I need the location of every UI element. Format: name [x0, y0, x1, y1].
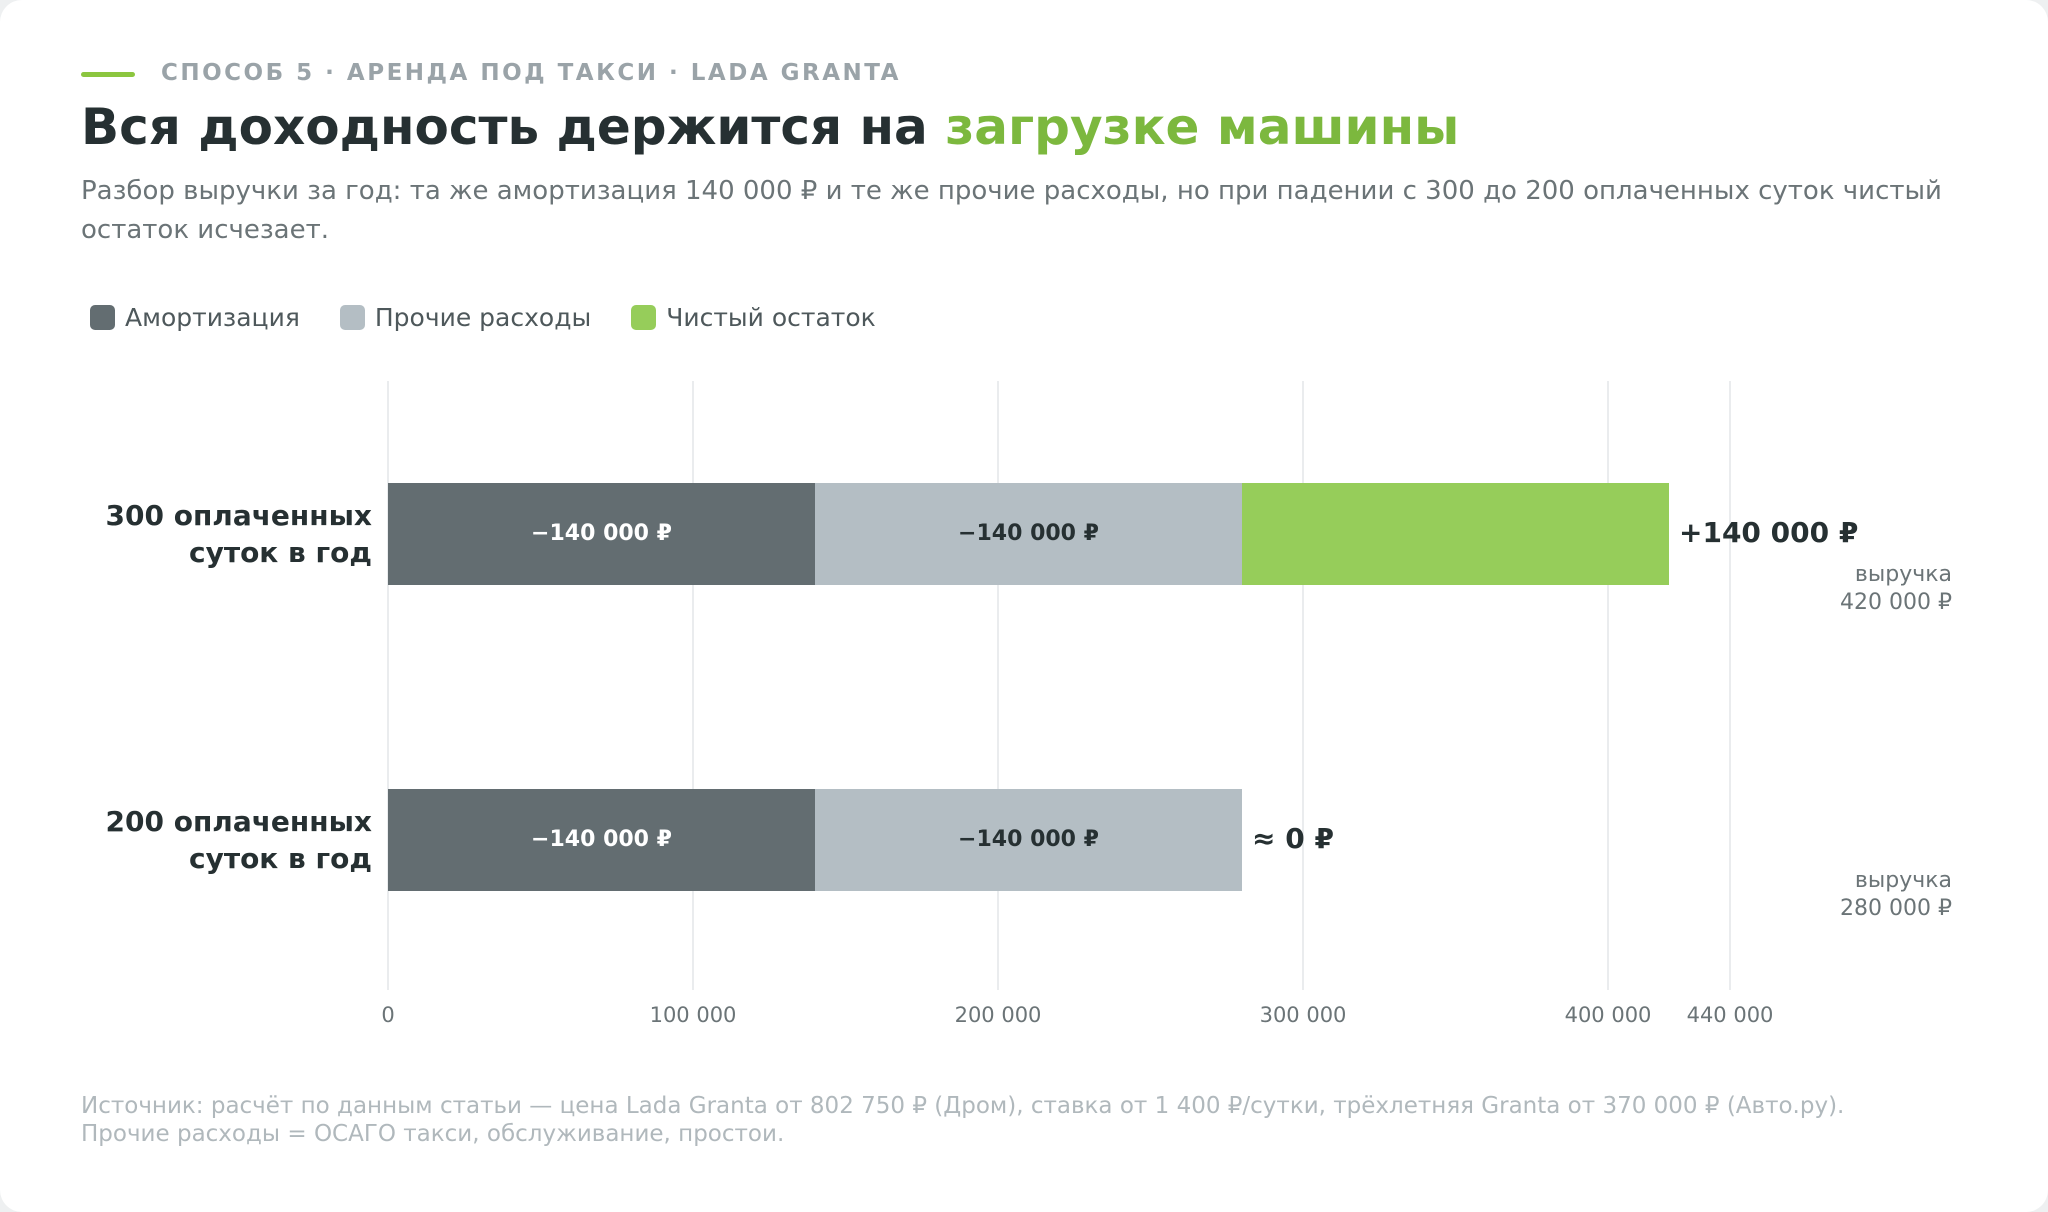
source: Источник: расчёт по данным статьи — цена…: [81, 1092, 1981, 1148]
revenue-label: выручка: [1855, 562, 1952, 587]
segment-label: −140 000 ₽: [531, 521, 672, 546]
legend-label: Чистый остаток: [666, 303, 876, 332]
x-tick-label: 300 000: [1260, 1003, 1347, 1027]
legend-item: Прочие расходы: [339, 303, 592, 332]
legend-item: Чистый остаток: [631, 303, 876, 332]
legend: Амортизация Прочие расходы Чистый остаток: [90, 303, 876, 332]
bar-segment: [815, 789, 1242, 891]
net-label: ≈ 0 ₽: [1252, 822, 1334, 855]
legend-swatch: [339, 305, 365, 330]
legend-swatch: [631, 305, 657, 330]
source-line: Источник: расчёт по данным статьи — цена…: [81, 1093, 1845, 1119]
source-line: Прочие расходы = ОСАГО такси, обслуживан…: [81, 1121, 785, 1147]
revenue-label: выручка: [1855, 868, 1952, 893]
legend-label: Амортизация: [125, 303, 300, 332]
x-tick-label: 440 000: [1687, 1003, 1774, 1027]
segment-label: −140 000 ₽: [531, 827, 672, 852]
bar-segment: [1242, 483, 1669, 585]
subtitle: Разбор выручки за год: та же амортизация…: [81, 176, 1942, 245]
bar-segment: [388, 789, 815, 891]
title-highlight: загрузке машины: [945, 98, 1460, 156]
x-tick-label: 200 000: [955, 1003, 1042, 1027]
x-tick-label: 400 000: [1565, 1003, 1652, 1027]
bar-segment: [815, 483, 1242, 585]
revenue-value: 420 000 ₽: [1840, 590, 1952, 615]
kicker: СПОСОБ 5 · АРЕНДА ПОД ТАКСИ · LADA GRANT…: [161, 60, 901, 86]
kicker-line: [81, 72, 135, 77]
x-tick-label: 0: [381, 1003, 394, 1027]
net-label: +140 000 ₽: [1679, 516, 1858, 549]
legend-label: Прочие расходы: [374, 303, 592, 332]
category-label: 300 оплаченных суток в год: [105, 499, 372, 569]
revenue-value: 280 000 ₽: [1840, 896, 1952, 921]
bar-segment: [388, 483, 815, 585]
category-label: 200 оплаченных суток в год: [105, 805, 372, 875]
legend-swatch: [90, 305, 115, 330]
segment-label: −140 000 ₽: [958, 827, 1099, 852]
segment-label: −140 000 ₽: [958, 521, 1099, 546]
title-text: Вся доходность держится на: [81, 98, 928, 156]
legend-item: Амортизация: [90, 303, 300, 332]
chart-title: Вся доходность держится на загрузке маши…: [81, 98, 1459, 156]
x-tick-label: 100 000: [650, 1003, 737, 1027]
